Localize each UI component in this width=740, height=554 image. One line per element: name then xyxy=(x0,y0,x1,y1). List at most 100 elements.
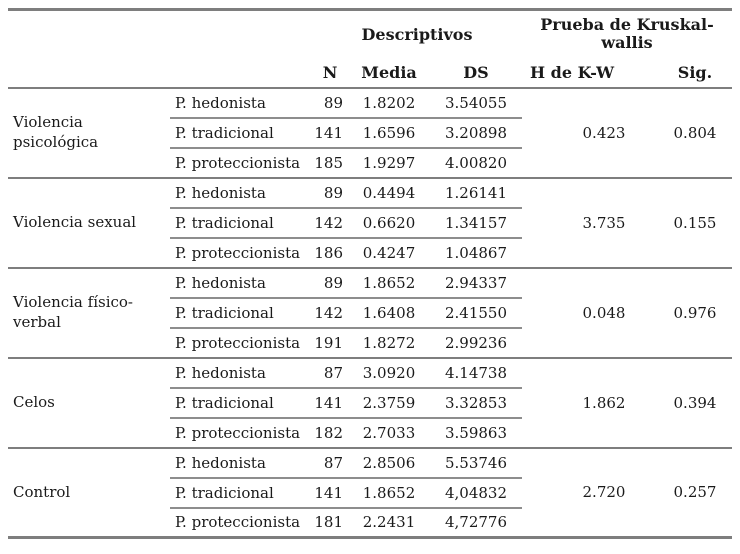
n-value: 141 xyxy=(312,387,348,419)
profile-label: P. proteccionista xyxy=(175,333,301,352)
profile-label: P. hedonista xyxy=(170,86,312,119)
table-row: P. tradicional 141 1.8652 4,04832 xyxy=(8,477,732,509)
media-value: 1.9297 xyxy=(362,153,416,172)
n-value: 142 xyxy=(312,297,348,329)
n-value: 89 xyxy=(312,266,348,299)
group-name: Violencia psicológica xyxy=(8,86,170,178)
profile-label: P. proteccionista xyxy=(175,513,301,532)
sig-value: 0.394 xyxy=(658,356,732,448)
h-kw-value: 0.048 xyxy=(522,266,658,358)
ds-value: 4,04832 xyxy=(430,477,522,509)
kruskal-wallis-table: Descriptivos Prueba de Kruskal-wallis N … xyxy=(8,8,732,539)
profile-label: P. tradicional xyxy=(170,477,312,509)
n-value: 142 xyxy=(312,207,348,239)
h-kw-value: 2.720 xyxy=(522,446,658,538)
media-value: 1.8272 xyxy=(362,333,416,352)
ds-value: 1.26141 xyxy=(430,176,522,209)
n-value: 141 xyxy=(312,117,348,149)
media-value: 1.6408 xyxy=(348,297,430,329)
n-value: 141 xyxy=(312,477,348,509)
ds-value: 1.34157 xyxy=(430,207,522,239)
media-value: 2.7033 xyxy=(362,423,416,442)
group-name: Celos xyxy=(8,356,170,448)
media-value: 0.4247 xyxy=(362,243,416,262)
n-value: 182 xyxy=(314,423,343,442)
profile-label: P. tradicional xyxy=(170,117,312,149)
media-value: 1.8652 xyxy=(348,477,430,509)
n-value: 87 xyxy=(312,446,348,479)
media-value: 1.8202 xyxy=(348,86,430,119)
table-row: P. proteccionista 185 1.9297 4.00820 xyxy=(8,148,732,178)
ds-value: 2.94337 xyxy=(430,266,522,299)
table-row: P. tradicional 141 2.3759 3.32853 xyxy=(8,387,732,419)
profile-label: P. tradicional xyxy=(170,297,312,329)
group-name: Violencia sexual xyxy=(8,176,170,268)
sig-value: 0.804 xyxy=(658,86,732,178)
media-value: 2.3759 xyxy=(348,387,430,419)
h-kw-value: 3.735 xyxy=(522,176,658,268)
ds-value: 2.41550 xyxy=(430,297,522,329)
group-name: Violencia físico-verbal xyxy=(8,266,170,358)
column-header-h-kw: H de K-W xyxy=(522,57,658,89)
n-value: 87 xyxy=(312,356,348,389)
table-row: P. tradicional 142 0.6620 1.34157 xyxy=(8,207,732,239)
media-value: 0.4494 xyxy=(348,176,430,209)
media-value: 2.8506 xyxy=(348,446,430,479)
table-row: P. tradicional 141 1.6596 3.20898 xyxy=(8,117,732,149)
profile-label: P. tradicional xyxy=(170,207,312,239)
profile-label: P. tradicional xyxy=(170,387,312,419)
ds-value: 3.54055 xyxy=(430,86,522,119)
table-row: P. proteccionista 186 0.4247 1.04867 xyxy=(8,238,732,268)
ds-value: 2.99236 xyxy=(444,333,508,352)
profile-label: P. proteccionista xyxy=(175,153,301,172)
table-row: P. proteccionista 191 1.8272 2.99236 xyxy=(8,328,732,358)
kruskal-wallis-header-text: Prueba de Kruskal-wallis xyxy=(540,14,714,53)
n-value: 186 xyxy=(314,243,343,262)
table-row: P. proteccionista 182 2.7033 3.59863 xyxy=(8,418,732,448)
column-header-n: N xyxy=(312,57,348,89)
ds-value: 4.00820 xyxy=(444,153,508,172)
profile-label: P. hedonista xyxy=(170,446,312,479)
profile-label: P. hedonista xyxy=(170,266,312,299)
h-kw-value: 1.862 xyxy=(522,356,658,448)
kruskal-wallis-header: Prueba de Kruskal-wallis xyxy=(522,10,732,58)
ds-value: 1.04867 xyxy=(444,243,508,262)
ds-value: 5.53746 xyxy=(430,446,522,479)
h-kw-value: 0.423 xyxy=(522,86,658,178)
sig-value: 0.257 xyxy=(658,446,732,538)
ds-value: 4,72776 xyxy=(444,513,508,532)
profile-label: P. proteccionista xyxy=(175,423,301,442)
media-value: 1.6596 xyxy=(348,117,430,149)
table-header: Descriptivos Prueba de Kruskal-wallis N … xyxy=(8,10,732,89)
media-value: 2.2431 xyxy=(362,513,416,532)
profile-label: P. hedonista xyxy=(170,356,312,389)
group-name: Control xyxy=(8,446,170,538)
ds-value: 3.59863 xyxy=(444,423,508,442)
profile-label: P. hedonista xyxy=(170,176,312,209)
media-value: 1.8652 xyxy=(348,266,430,299)
table-row: P. proteccionista 181 2.2431 4,72776 xyxy=(8,508,732,538)
ds-value: 3.32853 xyxy=(430,387,522,419)
profile-label: P. proteccionista xyxy=(175,243,301,262)
header-spacer xyxy=(8,10,312,58)
n-value: 89 xyxy=(312,176,348,209)
column-header-ds: DS xyxy=(430,57,522,89)
table-row: P. tradicional 142 1.6408 2.41550 xyxy=(8,297,732,329)
header-spacer xyxy=(8,57,312,89)
column-header-sig: Sig. xyxy=(658,57,732,89)
media-value: 3.0920 xyxy=(348,356,430,389)
table-row: Violencia físico-verbal P. hedonista 89 … xyxy=(8,266,732,358)
ds-value: 3.20898 xyxy=(430,117,522,149)
ds-value: 4.14738 xyxy=(430,356,522,389)
table-row: Violencia sexual P. hedonista 89 0.4494 … xyxy=(8,176,732,268)
media-value: 0.6620 xyxy=(348,207,430,239)
sig-value: 0.155 xyxy=(658,176,732,268)
sig-value: 0.976 xyxy=(658,266,732,358)
n-value: 89 xyxy=(312,86,348,119)
n-value: 191 xyxy=(314,333,343,352)
descriptivos-header: Descriptivos xyxy=(361,24,473,44)
n-value: 185 xyxy=(314,153,343,172)
n-value: 181 xyxy=(314,513,343,532)
table-row: Violencia psicológica P. hedonista 89 1.… xyxy=(8,86,732,178)
